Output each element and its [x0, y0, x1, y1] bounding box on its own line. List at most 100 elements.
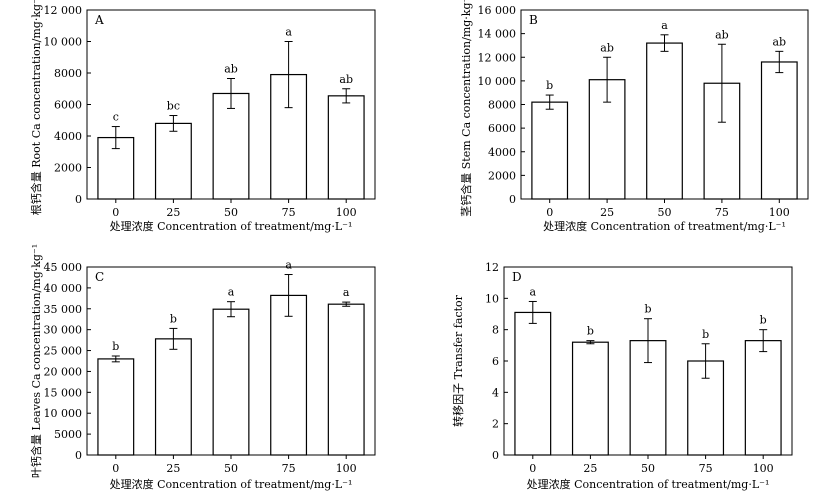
x-tick-label: 100	[336, 206, 357, 219]
significance-label: b	[112, 340, 119, 353]
panel-label: C	[95, 270, 104, 284]
chart-panel-b: 0 2000 4000 6000 8000 10 000 12 000 14 000 16 00…	[459, 0, 809, 233]
x-tick-label: 75	[282, 206, 296, 219]
significance-label: ab	[715, 28, 729, 41]
significance-label: ab	[224, 63, 238, 76]
significance-label: b	[170, 312, 177, 325]
x-tick-label: 100	[336, 462, 357, 475]
x-tick-label: 75	[699, 462, 713, 475]
y-tick-label: 4000	[488, 146, 516, 159]
y-tick-label: 12 000	[44, 4, 83, 17]
y-tick-label: 6000	[488, 122, 516, 135]
y-tick-label: 10	[485, 292, 499, 305]
x-axis-title: 处理浓度 Concentration of treatment/mg·L⁻¹	[110, 219, 353, 233]
y-tick-label: 2	[492, 418, 499, 431]
y-tick-label: 25 000	[44, 345, 83, 358]
x-axis-title: 处理浓度 Concentration of treatment/mg·L⁻¹	[110, 477, 353, 491]
x-tick-label: 0	[112, 206, 119, 219]
y-axis-title: 叶钙含量 Leaves Ca concentration/mg·kg⁻¹	[29, 244, 43, 478]
y-tick-label: 40 000	[44, 282, 83, 295]
panel-label: B	[529, 13, 538, 27]
bar	[327, 303, 365, 456]
bar	[97, 358, 135, 456]
x-tick-label: 0	[112, 462, 119, 475]
significance-label: a	[661, 19, 668, 32]
x-tick-label: 50	[658, 206, 672, 219]
significance-label: b	[702, 328, 709, 341]
significance-label: a	[343, 286, 350, 299]
y-tick-label: 0	[509, 193, 516, 206]
significance-label: a	[530, 285, 537, 298]
y-tick-label: 35 000	[44, 303, 83, 316]
significance-label: a	[228, 286, 235, 299]
x-tick-label: 25	[600, 206, 614, 219]
y-tick-label: 8000	[488, 99, 516, 112]
y-tick-label: 0	[492, 449, 499, 462]
x-tick-label: 25	[583, 462, 597, 475]
x-tick-label: 50	[224, 462, 238, 475]
significance-label: ab	[339, 73, 353, 86]
bar	[531, 101, 569, 200]
x-tick-label: 50	[224, 206, 238, 219]
y-tick-label: 8000	[54, 67, 82, 80]
y-tick-label: 12 000	[478, 51, 517, 64]
bar	[154, 122, 192, 200]
y-axis-title: 转移因子 Transfer factor	[451, 294, 465, 427]
significance-label: a	[285, 26, 292, 39]
y-tick-label: 10 000	[44, 407, 83, 420]
panel-label: D	[512, 270, 522, 284]
y-tick-label: 8	[492, 324, 499, 337]
y-tick-label: 0	[75, 449, 82, 462]
y-tick-label: 6	[492, 355, 499, 368]
bar	[744, 340, 782, 456]
y-tick-label: 30 000	[44, 324, 83, 337]
significance-label: ab	[600, 41, 614, 54]
bar	[154, 338, 192, 456]
bar	[514, 311, 552, 456]
x-tick-label: 25	[166, 462, 180, 475]
x-tick-label: 0	[546, 206, 553, 219]
bar	[212, 308, 250, 456]
y-tick-label: 45 000	[44, 261, 83, 274]
bar	[646, 42, 683, 200]
significance-label: b	[546, 79, 553, 92]
y-tick-label: 15 000	[44, 386, 83, 399]
y-tick-label: 10 000	[478, 75, 517, 88]
x-tick-label: 75	[282, 462, 296, 475]
y-tick-label: 10 000	[44, 36, 83, 49]
x-axis-title: 处理浓度 Concentration of treatment/mg·L⁻¹	[527, 477, 770, 491]
bar	[760, 61, 798, 200]
bar	[212, 92, 250, 200]
chart-panel-c: 0 5000 10 000 15 000 20 000 25 000 30 000 35 00…	[29, 244, 376, 491]
x-tick-label: 50	[641, 462, 655, 475]
y-tick-label: 14 000	[478, 28, 517, 41]
significance-label: bc	[167, 100, 180, 113]
x-tick-label: 100	[769, 206, 790, 219]
panel-label: A	[94, 13, 104, 27]
x-tick-label: 0	[529, 462, 536, 475]
x-tick-label: 100	[753, 462, 774, 475]
significance-label: b	[587, 325, 594, 338]
significance-label: ab	[772, 35, 786, 48]
y-tick-label: 0	[75, 193, 82, 206]
y-tick-label: 4000	[54, 130, 82, 143]
y-tick-label: 2000	[488, 169, 516, 182]
y-tick-label: 2000	[54, 162, 82, 175]
bar	[327, 95, 365, 200]
significance-label: a	[285, 259, 292, 272]
bar	[270, 294, 308, 456]
y-tick-label: 6000	[54, 99, 82, 112]
significance-label: c	[113, 111, 119, 124]
significance-label: b	[644, 303, 651, 316]
y-axis-title: 根钙含量 Root Ca concentration/mg·kg⁻¹	[29, 0, 43, 215]
y-tick-label: 5000	[54, 428, 82, 441]
y-axis-title: 茎钙含量 Stem Ca concentration/mg·kg⁻¹	[459, 0, 473, 217]
significance-label: b	[760, 314, 767, 327]
x-tick-label: 25	[166, 206, 180, 219]
y-tick-label: 4	[492, 386, 499, 399]
y-tick-label: 20 000	[44, 365, 83, 378]
x-axis-title: 处理浓度 Concentration of treatment/mg·L⁻¹	[543, 219, 786, 233]
y-tick-label: 16 000	[478, 4, 517, 17]
chart-panel-d: 0 2 4 6 8 10 12 Da 0 b 25 b 50 b 75 b 100 处理浓度 Concentrat…	[451, 261, 793, 491]
